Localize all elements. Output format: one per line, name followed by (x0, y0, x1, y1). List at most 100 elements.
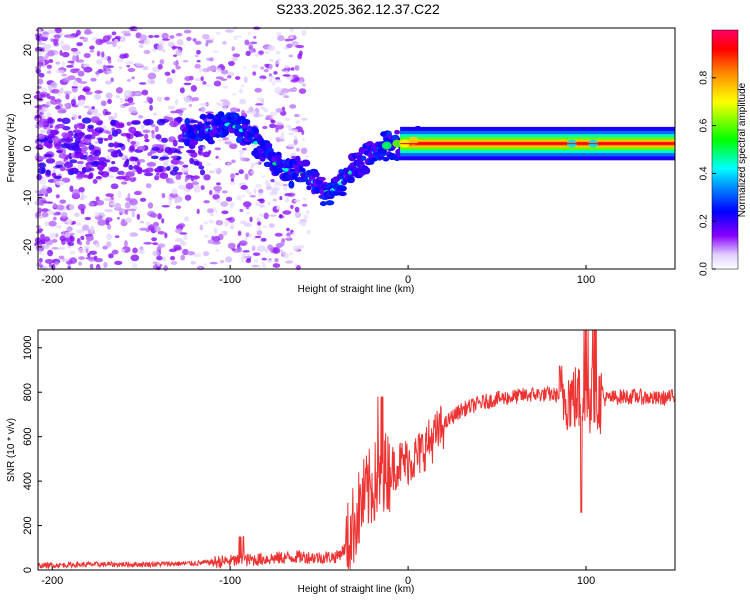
heatmap-cell (77, 203, 86, 211)
snr-x-tick-label: -200 (41, 575, 63, 587)
heatmap-cell (282, 210, 292, 215)
heatmap-cell (56, 118, 63, 122)
heatmap-cell (188, 103, 192, 107)
heatmap-cell (180, 166, 190, 173)
heatmap-cell (250, 162, 256, 167)
snr-x-tick-label: 100 (577, 575, 595, 587)
heatmap-cell (295, 155, 301, 163)
heatmap-cell (290, 67, 295, 71)
heatmap-cell (83, 245, 91, 249)
heatmap-cell (196, 59, 201, 63)
heatmap-cell (211, 235, 215, 241)
heatmap-cell (262, 225, 268, 229)
heatmap-x-tick-label: -200 (41, 274, 63, 286)
heatmap-cell (283, 65, 290, 69)
heatmap-cell (216, 101, 220, 105)
heatmap-cell (80, 235, 85, 241)
heatmap-cell (184, 216, 189, 222)
heatmap-cell (166, 77, 174, 84)
heatmap-cell (266, 258, 272, 263)
heatmap-cell (145, 221, 151, 226)
heatmap-cell (209, 37, 215, 41)
heatmap-cell (67, 266, 71, 270)
heatmap-cell (55, 105, 61, 110)
heatmap-cell (283, 95, 290, 99)
colorbar-ticks: 0.0 0.2 0.4 0.6 0.8 (699, 70, 716, 276)
heatmap-cell (48, 58, 54, 64)
heatmap-cell (283, 168, 290, 172)
heatmap-cell (246, 211, 250, 215)
heatmap-cell (75, 222, 82, 226)
heatmap-cell (184, 117, 191, 126)
heatmap-cell (276, 139, 285, 142)
heatmap-cell (289, 28, 295, 32)
heatmap-cell (106, 241, 112, 248)
heatmap-cell (319, 201, 327, 207)
heatmap-cell (63, 161, 74, 169)
heatmap-cell (35, 230, 42, 234)
heatmap-cell (300, 118, 304, 121)
heatmap-cell (156, 261, 161, 267)
heatmap-cell (68, 203, 75, 211)
heatmap-cell (245, 232, 250, 238)
heatmap-cell (128, 126, 137, 134)
heatmap-cell (80, 191, 85, 197)
heatmap-cell (299, 167, 306, 174)
heatmap-cell (124, 89, 133, 97)
heatmap-cell (147, 152, 153, 157)
heatmap-cell (212, 207, 217, 211)
heatmap-cell (42, 44, 52, 50)
heatmap-cell (134, 140, 141, 146)
heatmap-cell (139, 34, 147, 41)
heatmap-cell (144, 138, 150, 143)
heatmap-cell (237, 246, 243, 253)
heatmap-cell (213, 191, 218, 195)
heatmap-cell (258, 188, 264, 194)
heatmap-cell (150, 155, 159, 160)
heatmap-cell (179, 87, 185, 94)
heatmap-cell (165, 166, 171, 172)
heatmap-cell (44, 236, 51, 242)
heatmap-cell (175, 65, 181, 70)
colorbar-tick-label: 0.8 (699, 70, 710, 84)
heatmap-cell (114, 260, 123, 265)
heatmap-cell (258, 213, 264, 217)
heatmap-cell (38, 72, 45, 78)
heatmap-cell (217, 111, 225, 119)
heatmap-cell (213, 227, 218, 234)
snr-x-tick-label: 0 (405, 575, 411, 587)
heatmap-cell (298, 220, 303, 225)
heatmap-cell (156, 96, 163, 102)
heatmap-cell (198, 165, 205, 170)
heatmap-cell (192, 175, 201, 180)
heatmap-cell (146, 161, 157, 167)
heatmap-cell (209, 57, 214, 62)
snr-y-tick-label: 0 (22, 567, 34, 573)
heatmap-cell (306, 185, 312, 191)
heatmap-cell (294, 262, 298, 268)
heatmap-cell (174, 228, 183, 234)
heatmap-cell (190, 85, 197, 92)
heatmap-cell (248, 106, 254, 113)
heatmap-cell (116, 217, 120, 220)
heatmap-cell (89, 45, 95, 50)
heatmap-cell (290, 79, 299, 83)
heatmap-cell (260, 66, 265, 70)
heatmap-cell (300, 147, 308, 155)
heatmap-cell (202, 81, 207, 85)
snr-y-tick-label: 600 (22, 427, 34, 445)
heatmap-cell (293, 138, 298, 146)
heatmap-cell (161, 137, 168, 143)
heatmap-cell (156, 266, 161, 271)
heatmap-cell (143, 241, 153, 245)
heatmap-cell (108, 253, 114, 259)
heatmap-cell (254, 259, 259, 263)
heatmap-cell (94, 211, 100, 217)
heatmap-cell (59, 87, 64, 94)
heatmap-cell (105, 41, 114, 45)
heatmap-cell (227, 75, 232, 79)
heatmap-cell (59, 235, 66, 242)
heatmap-cell (163, 96, 171, 101)
heatmap-cell (127, 97, 134, 104)
heatmap-cell (81, 63, 88, 68)
